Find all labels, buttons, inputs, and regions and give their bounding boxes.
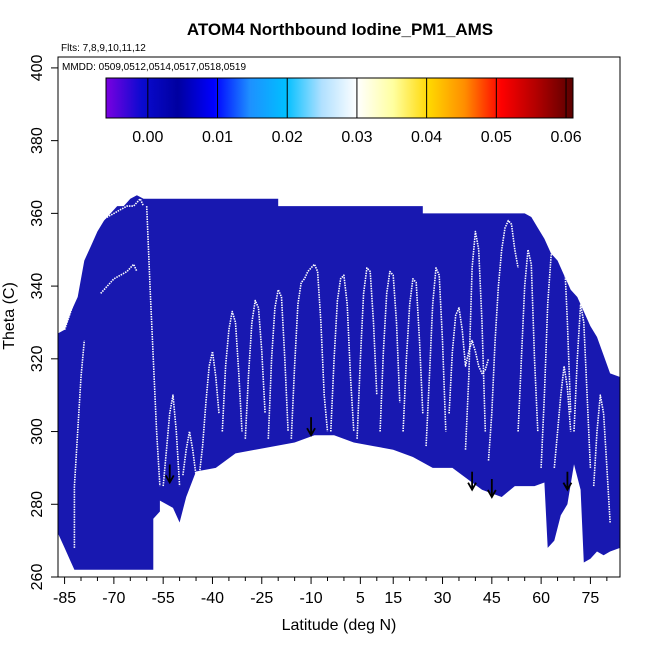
chart-title: ATOM4 Northbound Iodine_PM1_AMS xyxy=(187,20,493,39)
x-tick-label: 5 xyxy=(356,590,365,607)
data-line-4 xyxy=(162,394,181,487)
curtain-region xyxy=(58,195,620,570)
colorbar-tick-label: 0.04 xyxy=(411,129,442,146)
arrow-marker-4 xyxy=(562,471,573,492)
arrow-marker-0 xyxy=(164,464,175,485)
data-line-9 xyxy=(267,288,289,439)
data-lines xyxy=(63,198,611,548)
data-line-0 xyxy=(63,198,145,330)
colorbar-gradient xyxy=(105,77,574,119)
x-tick-label: -85 xyxy=(53,590,76,607)
x-axis-label: Latitude (deg N) xyxy=(282,617,397,634)
data-line-20 xyxy=(540,219,572,468)
data-line-14 xyxy=(402,277,424,432)
data-line-3 xyxy=(145,206,161,487)
data-line-18 xyxy=(487,219,519,461)
y-tick-label: 260 xyxy=(29,564,46,591)
y-tick-label: 400 xyxy=(29,54,46,81)
data-line-6 xyxy=(198,350,220,476)
y-tick-label: 340 xyxy=(29,273,46,300)
data-line-8 xyxy=(244,299,266,439)
y-tick-label: 300 xyxy=(29,418,46,445)
y-tick-label: 360 xyxy=(29,200,46,227)
x-tick-label: 75 xyxy=(582,590,600,607)
data-line-23 xyxy=(592,394,611,523)
colorbar-tick-label: 0.01 xyxy=(202,129,233,146)
x-tick-label: 30 xyxy=(434,590,452,607)
arrow-markers xyxy=(164,417,573,499)
x-tick-label: -40 xyxy=(201,590,224,607)
y-tick-label: 320 xyxy=(29,345,46,372)
dates-note: MMDD: 0509,0512,0514,0517,0518,0519 xyxy=(62,62,246,73)
curtain-field xyxy=(58,195,620,570)
data-line-15 xyxy=(425,267,447,447)
data-line-11 xyxy=(330,274,355,432)
colorbar-tick-label: 0.00 xyxy=(132,129,163,146)
y-tick-label: 380 xyxy=(29,127,46,154)
data-line-17 xyxy=(464,230,487,450)
x-tick-label: -70 xyxy=(102,590,125,607)
colorbar-tick-label: 0.03 xyxy=(341,129,372,146)
x-axis: -85 -70 -55 -40 -25 -10 5 15 30 45 60 75 xyxy=(53,577,608,607)
data-line-22 xyxy=(573,303,592,468)
arrow-marker-2 xyxy=(467,471,477,492)
data-line-1 xyxy=(73,340,86,548)
data-line-21 xyxy=(553,365,572,468)
colorbar: 0.00 0.01 0.02 0.03 0.04 0.05 0.06 xyxy=(105,77,582,146)
y-axis: 260 280 300 320 340 360 380 400 xyxy=(29,54,58,590)
flights-note: Flts: 7,8,9,10,11,12 xyxy=(61,43,146,54)
data-line-10 xyxy=(290,263,329,439)
y-axis-label: Theta (C) xyxy=(1,282,18,350)
data-line-13 xyxy=(379,270,401,432)
x-tick-label: 15 xyxy=(384,590,402,607)
arrow-marker-1 xyxy=(306,417,316,437)
x-tick-label: 45 xyxy=(483,590,501,607)
plot-frame xyxy=(57,56,621,578)
x-tick-label: -55 xyxy=(152,590,175,607)
data-line-12 xyxy=(356,267,378,439)
x-tick-label: 60 xyxy=(532,590,550,607)
data-line-19 xyxy=(517,248,539,432)
data-line-5 xyxy=(182,430,197,476)
colorbar-tick-label: 0.05 xyxy=(481,129,512,146)
x-tick-label: -10 xyxy=(300,590,323,607)
colorbar-tick-label: 0.06 xyxy=(550,129,581,146)
x-tick-label: -25 xyxy=(250,590,273,607)
arrow-marker-3 xyxy=(487,479,497,499)
y-tick-label: 280 xyxy=(29,491,46,518)
colorbar-tick-label: 0.02 xyxy=(272,129,303,146)
data-line-7 xyxy=(221,310,243,432)
